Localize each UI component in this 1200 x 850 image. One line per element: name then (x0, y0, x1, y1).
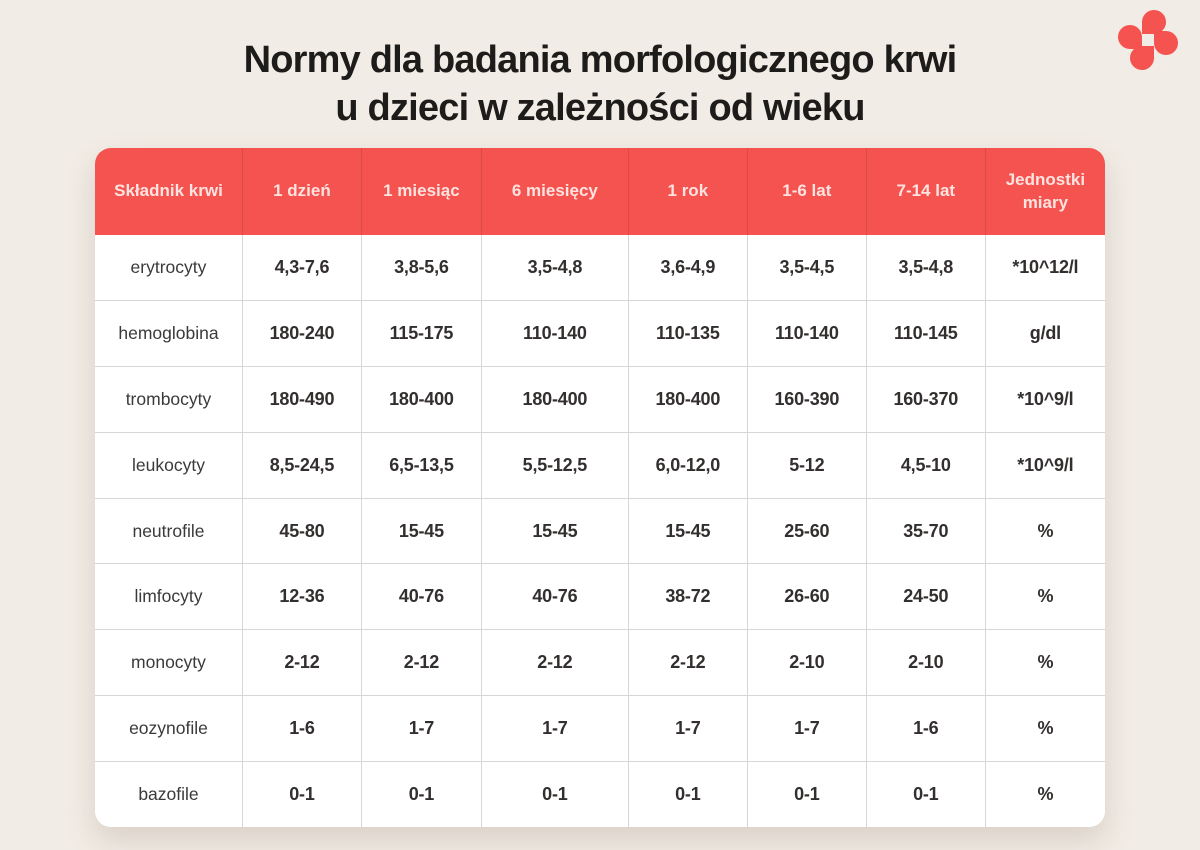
header-cell-7-14-lat: 7-14 lat (865, 148, 985, 235)
table-row-monocyty: monocyty 2-12 2-12 2-12 2-12 2-10 2-10 % (95, 629, 1105, 696)
value-cell: 0-1 (241, 762, 361, 827)
value-cell: 24-50 (865, 564, 985, 630)
value-cell: 3,5-4,8 (480, 235, 628, 300)
table-row-leukocyty: leukocyty 8,5-24,5 6,5-13,5 5,5-12,5 6,0… (95, 431, 1105, 498)
unit-cell: *10^12/l (984, 235, 1105, 300)
header-cell-6-miesiecy: 6 miesięcy (480, 148, 628, 235)
unit-cell: % (984, 498, 1105, 564)
row-label: limfocyty (134, 586, 203, 607)
value-cell: 3,8-5,6 (360, 235, 481, 300)
value-cell: 1-6 (865, 696, 985, 762)
value-cell: 3,5-4,5 (746, 235, 866, 300)
header-cell-1-dzien: 1 dzień (241, 148, 361, 235)
row-label: leukocyty (132, 454, 205, 475)
page-title-line1: Normy dla badania morfologicznego krwi (243, 39, 958, 81)
row-label: bazofile (138, 784, 199, 805)
value-cell: 3,6-4,9 (627, 235, 747, 300)
value-cell: 1-7 (480, 696, 628, 762)
value-cell: 38-72 (627, 564, 747, 630)
value-cell: 180-240 (241, 300, 361, 366)
value-cell: 1-7 (360, 696, 481, 762)
value-cell: 8,5-24,5 (241, 432, 361, 498)
value-cell: 180-400 (627, 366, 747, 432)
value-cell: 40-76 (360, 564, 481, 630)
unit-cell: % (984, 630, 1105, 696)
value-cell: 180-490 (241, 366, 361, 432)
row-label: eozynofile (129, 718, 208, 739)
page-title: Normy dla badania morfologicznego krwi u… (0, 36, 1200, 132)
header-cell-1-6-lat: 1-6 lat (746, 148, 866, 235)
value-cell: 5,5-12,5 (480, 432, 628, 498)
value-cell: 110-140 (746, 300, 866, 366)
table-row-hemoglobina: hemoglobina 180-240 115-175 110-140 110-… (95, 299, 1105, 366)
unit-cell: % (984, 564, 1105, 630)
table-row-limfocyty: limfocyty 12-36 40-76 40-76 38-72 26-60 … (95, 563, 1105, 630)
value-cell: 180-400 (480, 366, 628, 432)
logo-drops (1118, 10, 1178, 70)
value-cell: 1-7 (746, 696, 866, 762)
row-label: trombocyty (125, 388, 212, 409)
value-cell: 15-45 (360, 498, 481, 564)
value-cell: 1-7 (627, 696, 747, 762)
four-blood-drops-logo-icon (1118, 10, 1178, 70)
unit-cell: g/dl (984, 300, 1105, 366)
value-cell: 110-135 (627, 300, 747, 366)
value-cell: 25-60 (746, 498, 866, 564)
row-label: erytrocyty (130, 256, 207, 277)
table-header-row: Składnik krwi 1 dzień 1 miesiąc 6 miesię… (95, 148, 1105, 235)
value-cell: 0-1 (627, 762, 747, 827)
value-cell: 2-12 (241, 630, 361, 696)
row-label: monocyty (131, 652, 206, 673)
value-cell: 2-10 (865, 630, 985, 696)
header-cell-1-miesiac: 1 miesiąc (360, 148, 481, 235)
value-cell: 0-1 (865, 762, 985, 827)
value-cell: 4,5-10 (865, 432, 985, 498)
header-cell-1-rok: 1 rok (627, 148, 747, 235)
value-cell: 2-12 (627, 630, 747, 696)
header-cell-jednostki-miary: Jednostki miary (984, 148, 1105, 235)
value-cell: 12-36 (241, 564, 361, 630)
value-cell: 15-45 (480, 498, 628, 564)
page-title-line2: u dzieci w zależności od wieku (335, 87, 865, 129)
unit-cell: *10^9/l (984, 432, 1105, 498)
row-label: neutrofile (132, 520, 205, 541)
value-cell: 110-145 (865, 300, 985, 366)
unit-cell: % (984, 696, 1105, 762)
value-cell: 40-76 (480, 564, 628, 630)
table-row-neutrofile: neutrofile 45-80 15-45 15-45 15-45 25-60… (95, 497, 1105, 564)
value-cell: 115-175 (360, 300, 481, 366)
blood-norms-table: Składnik krwi 1 dzień 1 miesiąc 6 miesię… (95, 148, 1105, 827)
value-cell: 45-80 (241, 498, 361, 564)
value-cell: 2-12 (360, 630, 481, 696)
value-cell: 4,3-7,6 (241, 235, 361, 300)
value-cell: 0-1 (746, 762, 866, 827)
unit-cell: *10^9/l (984, 366, 1105, 432)
value-cell: 26-60 (746, 564, 866, 630)
value-cell: 0-1 (360, 762, 481, 827)
table-row-bazofile: bazofile 0-1 0-1 0-1 0-1 0-1 0-1 % (95, 761, 1105, 827)
row-label: hemoglobina (118, 322, 219, 343)
value-cell: 160-390 (746, 366, 866, 432)
table-row-erytrocyty: erytrocyty 4,3-7,6 3,8-5,6 3,5-4,8 3,6-4… (95, 235, 1105, 300)
value-cell: 35-70 (865, 498, 985, 564)
table-row-trombocyty: trombocyty 180-490 180-400 180-400 180-4… (95, 365, 1105, 432)
value-cell: 5-12 (746, 432, 866, 498)
value-cell: 6,0-12,0 (627, 432, 747, 498)
value-cell: 2-10 (746, 630, 866, 696)
value-cell: 2-12 (480, 630, 628, 696)
value-cell: 3,5-4,8 (865, 235, 985, 300)
unit-cell: % (984, 762, 1105, 827)
value-cell: 1-6 (241, 696, 361, 762)
value-cell: 110-140 (480, 300, 628, 366)
value-cell: 160-370 (865, 366, 985, 432)
header-cell-skladnik-krwi: Składnik krwi (114, 181, 223, 201)
value-cell: 180-400 (360, 366, 481, 432)
value-cell: 6,5-13,5 (360, 432, 481, 498)
value-cell: 15-45 (627, 498, 747, 564)
value-cell: 0-1 (480, 762, 628, 827)
table-row-eozynofile: eozynofile 1-6 1-7 1-7 1-7 1-7 1-6 % (95, 695, 1105, 762)
